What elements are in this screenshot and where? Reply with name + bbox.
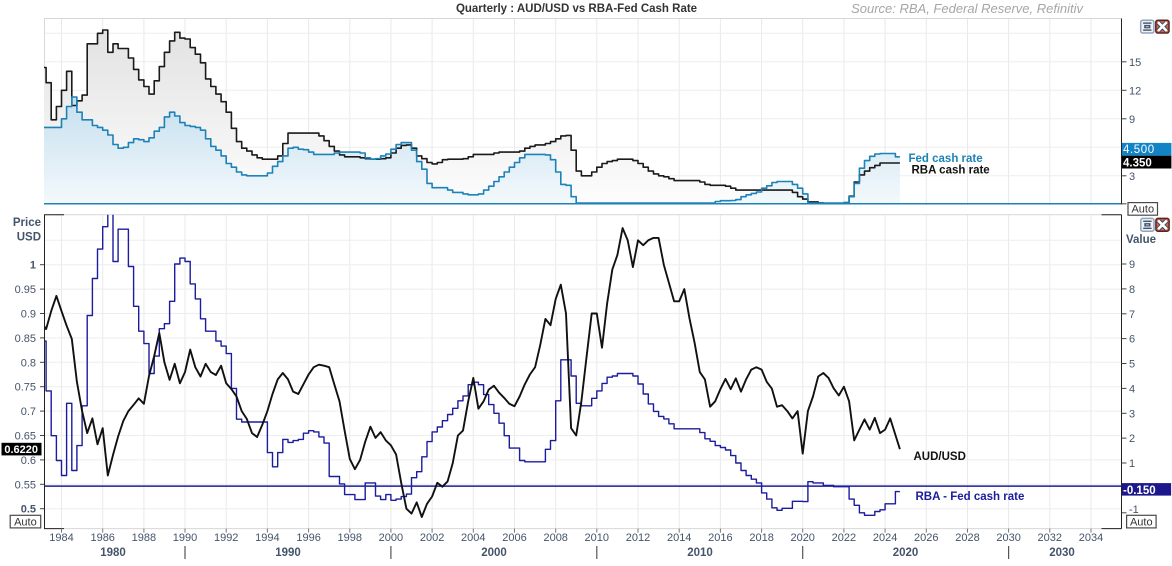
svg-text:1980: 1980 <box>100 547 126 559</box>
svg-text:0.55: 0.55 <box>15 479 36 491</box>
svg-text:1992: 1992 <box>214 532 238 544</box>
svg-text:1994: 1994 <box>255 532 279 544</box>
svg-text:0.75: 0.75 <box>15 382 36 394</box>
svg-text:9: 9 <box>1129 259 1135 271</box>
svg-text:3: 3 <box>1129 408 1135 420</box>
svg-text:Quarterly : AUD/USD vs RBA-Fed: Quarterly : AUD/USD vs RBA-Fed Cash Rate <box>456 3 697 15</box>
svg-text:1990: 1990 <box>275 547 301 559</box>
svg-text:0.7: 0.7 <box>21 406 36 418</box>
svg-text:1996: 1996 <box>296 532 320 544</box>
svg-text:2002: 2002 <box>420 532 444 544</box>
svg-text:2000: 2000 <box>379 532 403 544</box>
svg-text:4.350: 4.350 <box>1123 157 1152 169</box>
svg-text:AUD/USD: AUD/USD <box>914 451 966 463</box>
svg-text:1984: 1984 <box>49 532 73 544</box>
svg-text:1986: 1986 <box>90 532 114 544</box>
svg-text:1: 1 <box>30 260 36 272</box>
svg-text:-0.150: -0.150 <box>1123 485 1156 497</box>
svg-text:8: 8 <box>1129 284 1135 296</box>
svg-text:-1: -1 <box>1129 504 1139 516</box>
svg-text:0.6: 0.6 <box>21 455 36 467</box>
svg-text:RBA cash rate: RBA cash rate <box>912 165 990 177</box>
svg-text:12: 12 <box>1129 85 1141 97</box>
svg-text:2014: 2014 <box>667 532 691 544</box>
svg-text:2004: 2004 <box>461 532 485 544</box>
svg-text:2012: 2012 <box>626 532 650 544</box>
svg-text:2020: 2020 <box>790 532 814 544</box>
svg-text:Price: Price <box>13 217 41 229</box>
svg-text:2006: 2006 <box>502 532 526 544</box>
svg-text:2024: 2024 <box>873 532 897 544</box>
svg-text:3: 3 <box>1129 171 1135 183</box>
svg-text:0.6220: 0.6220 <box>4 444 38 456</box>
svg-text:2030: 2030 <box>996 532 1020 544</box>
svg-text:2018: 2018 <box>749 532 773 544</box>
svg-text:2030: 2030 <box>1049 547 1075 559</box>
svg-text:Auto: Auto <box>1131 204 1154 216</box>
svg-text:2: 2 <box>1129 433 1135 445</box>
svg-text:2022: 2022 <box>832 532 856 544</box>
svg-text:0.85: 0.85 <box>15 333 36 345</box>
svg-text:4.500: 4.500 <box>1123 144 1155 156</box>
svg-text:2032: 2032 <box>1038 532 1062 544</box>
svg-text:6: 6 <box>1129 334 1135 346</box>
svg-text:2008: 2008 <box>543 532 567 544</box>
svg-text:USD: USD <box>17 232 41 244</box>
svg-text:9: 9 <box>1129 114 1135 126</box>
svg-text:15: 15 <box>1129 57 1141 69</box>
svg-text:0.5: 0.5 <box>21 504 36 516</box>
svg-text:4: 4 <box>1129 383 1135 395</box>
svg-text:2020: 2020 <box>893 547 919 559</box>
svg-text:5: 5 <box>1129 359 1135 371</box>
svg-text:2028: 2028 <box>955 532 979 544</box>
svg-text:Value: Value <box>1126 234 1156 246</box>
svg-text:1998: 1998 <box>338 532 362 544</box>
svg-text:RBA - Fed cash rate: RBA - Fed cash rate <box>916 491 1025 503</box>
svg-text:Fed cash rate: Fed cash rate <box>909 153 983 165</box>
svg-text:0.9: 0.9 <box>21 309 36 321</box>
svg-text:2034: 2034 <box>1079 532 1103 544</box>
svg-text:1990: 1990 <box>173 532 197 544</box>
svg-text:Source: RBA, Federal Reserve,: Source: RBA, Federal Reserve, Refinitiv <box>851 1 1084 16</box>
svg-text:2026: 2026 <box>914 532 938 544</box>
svg-text:2000: 2000 <box>481 547 507 559</box>
svg-text:Auto: Auto <box>1130 516 1153 528</box>
svg-text:1988: 1988 <box>132 532 156 544</box>
svg-text:2010: 2010 <box>687 547 713 559</box>
svg-text:1: 1 <box>1129 458 1135 470</box>
svg-text:2010: 2010 <box>585 532 609 544</box>
svg-text:7: 7 <box>1129 309 1135 321</box>
svg-text:0.95: 0.95 <box>15 284 36 296</box>
svg-text:0.8: 0.8 <box>21 357 36 369</box>
svg-text:0.65: 0.65 <box>15 431 36 443</box>
svg-text:2016: 2016 <box>708 532 732 544</box>
svg-text:Auto: Auto <box>14 516 37 528</box>
